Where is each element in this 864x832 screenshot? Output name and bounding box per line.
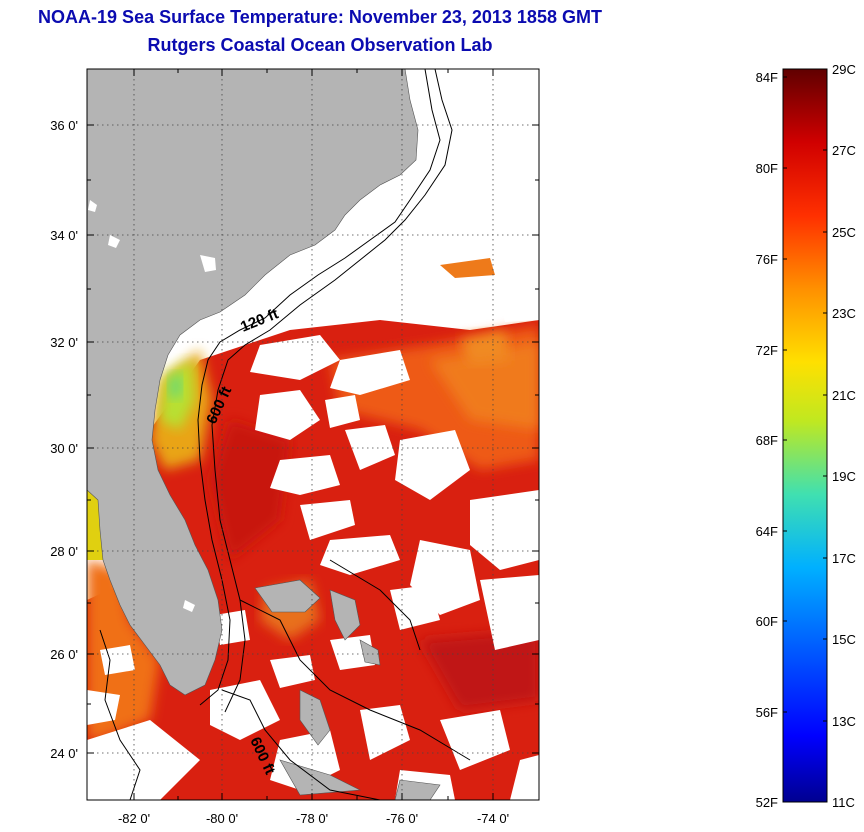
lon-tick-label: -80 0' — [206, 811, 238, 826]
map-frame — [86, 68, 540, 801]
colorbar-f-label: 56F — [756, 705, 778, 720]
colorbar-c-label: 21C — [832, 388, 856, 403]
lon-tick-label: -74 0' — [477, 811, 509, 826]
colorbar-c-label: 17C — [832, 551, 856, 566]
lon-tick-label: -82 0' — [118, 811, 150, 826]
colorbar-f-label: 68F — [756, 433, 778, 448]
cloud-patches — [87, 292, 539, 800]
colorbar-celsius-labels: 29C 27C 25C 23C 21C 19C 17C 15C 13C 11C — [832, 62, 856, 810]
colorbar: 84F 80F 76F 72F 68F 64F 60F 56F 52F 29C … — [756, 62, 856, 810]
colorbar-c-label: 23C — [832, 306, 856, 321]
colorbar-c-label: 27C — [832, 143, 856, 158]
colorbar-f-label: 80F — [756, 161, 778, 176]
longitude-labels: -82 0' -80 0' -78 0' -76 0' -74 0' — [118, 811, 509, 826]
lon-tick-label: -76 0' — [386, 811, 418, 826]
lat-tick-label: 24 0' — [50, 746, 78, 761]
colorbar-f-label: 52F — [756, 795, 778, 810]
colorbar-c-label: 13C — [832, 714, 856, 729]
map-title: NOAA-19 Sea Surface Temperature: Novembe… — [38, 7, 602, 27]
latitude-labels: 36 0' 34 0' 32 0' 30 0' 28 0' 26 0' 24 0… — [50, 118, 78, 761]
colorbar-c-label: 19C — [832, 469, 856, 484]
lat-tick-label: 28 0' — [50, 544, 78, 559]
isobath-contours — [99, 69, 471, 800]
colorbar-c-label: 25C — [832, 225, 856, 240]
lat-tick-label: 26 0' — [50, 647, 78, 662]
colorbar-c-label: 11C — [832, 795, 855, 810]
colorbar-fahrenheit-labels: 84F 80F 76F 72F 68F 64F 60F 56F 52F — [756, 70, 778, 810]
map-area — [87, 69, 539, 800]
colorbar-ticks — [783, 68, 827, 803]
lat-tick-label: 30 0' — [50, 441, 78, 456]
inland-lakes — [88, 200, 216, 612]
lon-tick-label: -78 0' — [296, 811, 328, 826]
colorbar-f-label: 84F — [756, 70, 778, 85]
land — [87, 69, 441, 800]
colorbar-f-label: 64F — [756, 524, 778, 539]
colorbar-c-label: 15C — [832, 632, 856, 647]
colorbar-f-label: 72F — [756, 343, 778, 358]
colorbar-f-label: 60F — [756, 614, 778, 629]
colorbar-f-label: 76F — [756, 252, 778, 267]
lat-tick-label: 32 0' — [50, 335, 78, 350]
colorbar-scale — [782, 68, 828, 803]
colorbar-c-label: 29C — [832, 62, 856, 77]
lat-tick-label: 36 0' — [50, 118, 78, 133]
graticule — [87, 69, 539, 800]
map-subtitle: Rutgers Coastal Ocean Observation Lab — [147, 35, 493, 55]
lat-tick-label: 34 0' — [50, 228, 78, 243]
